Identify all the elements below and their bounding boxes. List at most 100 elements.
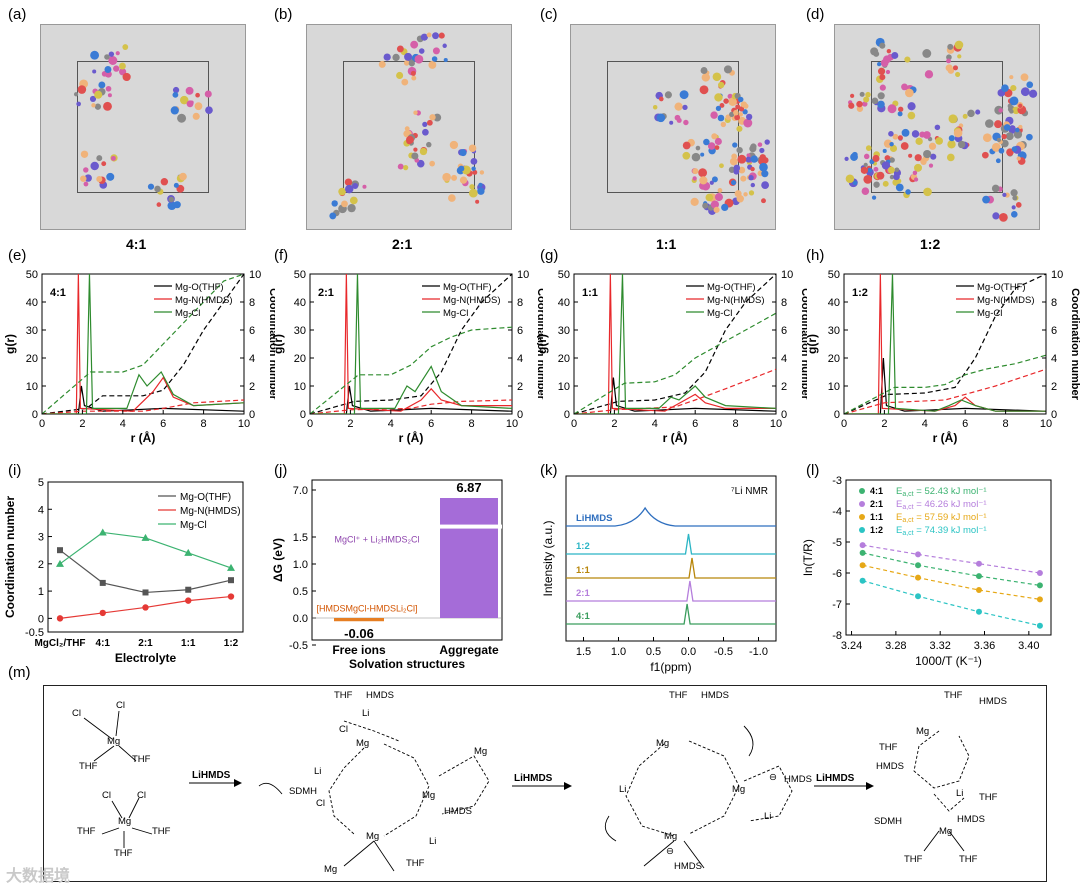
atom-sphere — [701, 73, 710, 82]
atom-sphere — [720, 121, 727, 128]
y-tick-label: 50 — [558, 269, 570, 281]
y-axis-label: g(r) — [3, 334, 17, 354]
y2-tick-label: 8 — [781, 297, 787, 309]
atom-sphere — [955, 71, 961, 78]
atom-sphere — [1000, 139, 1009, 148]
atom-sphere — [873, 166, 879, 172]
data-point — [228, 577, 234, 584]
atom-sphere — [728, 97, 737, 107]
data-point — [915, 574, 922, 581]
panel-label-c: (c) — [540, 6, 558, 23]
atom-sphere — [383, 53, 391, 61]
atom-sphere — [205, 106, 213, 115]
atom-sphere — [691, 152, 701, 162]
atom-sphere — [700, 152, 705, 157]
atom-sphere — [994, 120, 1003, 129]
rdf-line-O — [310, 385, 512, 414]
data-point — [184, 548, 193, 556]
atom-mg: Mg — [422, 790, 436, 801]
atom-sphere — [695, 145, 701, 151]
panel-label-d: (d) — [806, 6, 825, 23]
panel-label-i: (i) — [8, 462, 22, 479]
atom-hmds: HMDS — [979, 696, 1007, 707]
y2-tick-label: 2 — [517, 381, 523, 393]
data-point — [1036, 582, 1043, 589]
cn-line-Cl — [42, 274, 244, 414]
atom-sphere — [422, 128, 429, 136]
atom-thf: THF — [79, 761, 98, 772]
atom-cl: Cl — [137, 790, 146, 801]
plot-frame — [573, 273, 777, 415]
atom-sphere — [101, 161, 107, 167]
atom-sphere — [998, 147, 1005, 154]
atom-thf: THF — [132, 754, 151, 765]
atom-sphere — [712, 72, 722, 82]
atom-sphere — [77, 85, 87, 94]
data-point — [915, 562, 922, 569]
atom-sphere — [749, 145, 757, 153]
atom-sphere — [737, 154, 747, 164]
atom-sphere — [179, 95, 189, 105]
y-tick-label: 10 — [828, 381, 840, 393]
y2-tick-label: 6 — [1051, 325, 1057, 337]
atom-sphere — [703, 138, 710, 146]
atom-sphere — [1011, 211, 1018, 218]
atom-sphere — [459, 149, 467, 157]
md-snapshot-1-2 — [834, 24, 1040, 230]
x-tick-label: 2 — [611, 418, 617, 430]
legend-label: Mg-O(THF) — [443, 282, 492, 293]
atom-sphere — [757, 142, 763, 147]
atom-sphere — [428, 61, 437, 69]
plot-frame — [309, 273, 513, 415]
atom-sphere — [1009, 96, 1019, 106]
atom-sphere — [479, 170, 485, 175]
y-tick-label: 30 — [828, 325, 840, 337]
atom-sphere — [699, 176, 708, 185]
plot-frame — [845, 479, 1052, 636]
y-tick-label: 1.0 — [293, 559, 308, 571]
y2-tick-label: 4 — [1051, 353, 1057, 365]
y-tick-label: 0 — [38, 613, 44, 625]
atom-sphere — [759, 162, 768, 172]
plot-frame — [47, 481, 244, 633]
reaction-scheme: Cl Cl Mg THF THF Cl Cl Mg THF THF THF Li… — [43, 685, 1047, 882]
atom-sphere — [195, 92, 200, 98]
atom-sphere — [413, 147, 418, 152]
y-axis-label: Coordination number — [3, 496, 17, 618]
atom-sphere — [420, 33, 428, 41]
minus-sign: ⊖ — [666, 846, 674, 857]
atom-sphere — [947, 43, 954, 50]
y-tick-label: 0 — [300, 409, 306, 421]
atom-sphere — [723, 98, 729, 104]
y2-tick-label: 8 — [1051, 297, 1057, 309]
panel-label-g: (g) — [540, 247, 559, 264]
atom-sphere — [982, 133, 992, 143]
arrow-label-2: LiHMDS — [514, 773, 553, 784]
atom-sphere — [352, 182, 359, 190]
y-tick-label: 0.0 — [293, 613, 308, 625]
y-tick-label: 50 — [26, 269, 38, 281]
atom-sphere — [996, 137, 1002, 143]
atom-hmds: HMDS — [444, 806, 472, 817]
y-tick-label: 5 — [38, 477, 44, 489]
atom-mg: Mg — [916, 726, 930, 737]
atom-sphere — [433, 113, 442, 122]
atom-sphere — [418, 48, 425, 54]
cn-line-O — [844, 274, 1046, 414]
atom-sphere — [748, 174, 754, 181]
atom-sphere — [422, 121, 428, 127]
panel-label-a: (a) — [8, 6, 27, 23]
atom-sphere — [396, 45, 404, 53]
atom-sphere — [898, 106, 904, 112]
atom-sphere — [861, 187, 870, 196]
atom-sphere — [885, 69, 891, 75]
atom-sphere — [1010, 84, 1017, 92]
atom-sphere — [147, 183, 155, 190]
atom-hmds: HMDS — [784, 774, 812, 785]
atom-sphere — [745, 156, 752, 163]
data-point — [141, 533, 150, 541]
atom-sphere — [674, 114, 681, 121]
ratio-label: 1:1 — [582, 287, 598, 299]
atom-sphere — [378, 60, 386, 68]
nmr-trace — [566, 557, 776, 579]
